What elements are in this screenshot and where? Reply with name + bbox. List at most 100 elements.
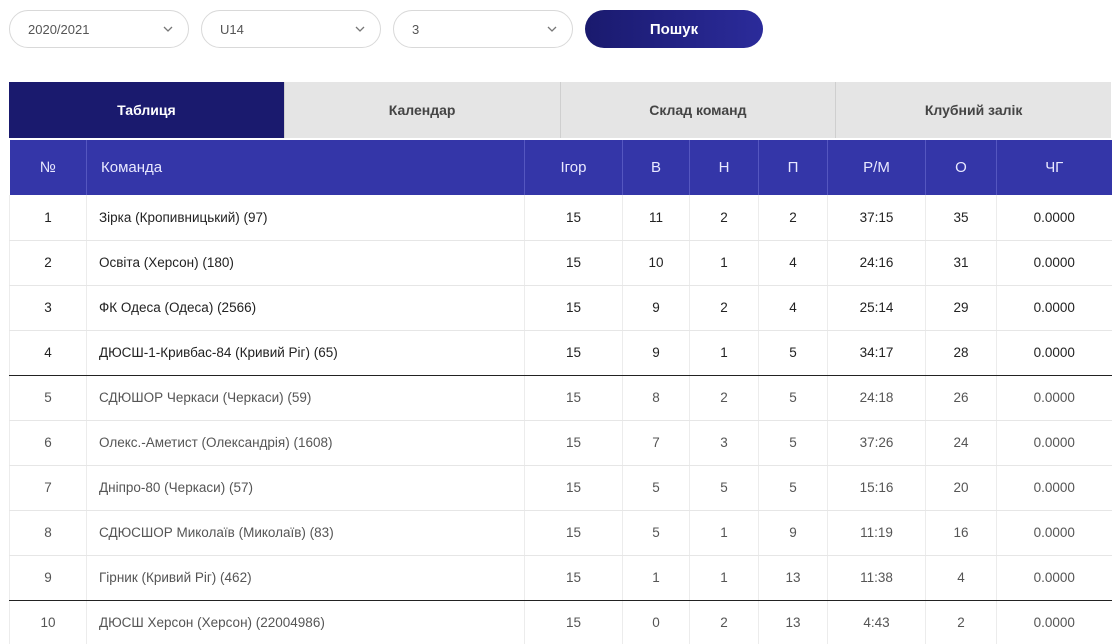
table-row: 9 Гірник (Кривий Ріг) (462) 15 1 1 13 11:38 4 0.…	[9, 555, 1112, 601]
cell-position: 1	[9, 195, 87, 241]
age-group-value: U14	[220, 21, 244, 37]
cell-goals: 25:14	[827, 285, 926, 331]
cell-points: 31	[925, 240, 997, 286]
col-coefficient[interactable]: ЧГ	[996, 140, 1112, 195]
table-row: 6 Олекс.-Аметист (Олександрія) (1608) 15 7 3…	[9, 420, 1112, 466]
cell-coefficient: 0.0000	[996, 420, 1112, 466]
cell-points: 24	[925, 420, 997, 466]
table-row: 1 Зірка (Кропивницький) (97) 15 11 2 2 37:15 35…	[9, 195, 1112, 241]
cell-goals: 4:43	[827, 600, 926, 644]
cell-losses: 4	[758, 240, 828, 286]
cell-team[interactable]: ДЮСШ-1-Кривбас-84 (Кривий Ріг) (65)	[86, 330, 525, 376]
cell-position: 7	[9, 465, 87, 511]
col-position[interactable]: №	[9, 140, 87, 195]
cell-games: 15	[524, 555, 623, 601]
cell-team[interactable]: СДЮСШОР Миколаїв (Миколаїв) (83)	[86, 510, 525, 556]
cell-losses: 4	[758, 285, 828, 331]
cell-losses: 5	[758, 375, 828, 421]
season-select[interactable]: 2020/2021	[9, 10, 189, 48]
cell-draws: 2	[689, 285, 759, 331]
cell-losses: 13	[758, 600, 828, 644]
cell-team[interactable]: ФК Одеса (Одеса) (2566)	[86, 285, 525, 331]
cell-position: 9	[9, 555, 87, 601]
cell-points: 35	[925, 195, 997, 241]
season-value: 2020/2021	[28, 21, 90, 37]
tab-calendar[interactable]: Календар	[283, 82, 560, 138]
cell-wins: 7	[622, 420, 690, 466]
cell-games: 15	[524, 420, 623, 466]
cell-losses: 5	[758, 420, 828, 466]
cell-wins: 8	[622, 375, 690, 421]
cell-coefficient: 0.0000	[996, 195, 1112, 241]
cell-points: 4	[925, 555, 997, 601]
col-losses[interactable]: П	[758, 140, 828, 195]
tab-bar: Таблиця Календар Склад команд Клубний за…	[9, 82, 1111, 138]
cell-position: 6	[9, 420, 87, 466]
league-select[interactable]: 3	[393, 10, 573, 48]
cell-games: 15	[524, 600, 623, 644]
cell-wins: 9	[622, 285, 690, 331]
search-button[interactable]: Пошук	[585, 10, 763, 48]
cell-position: 4	[9, 330, 87, 376]
cell-coefficient: 0.0000	[996, 600, 1112, 644]
col-goals[interactable]: Р/М	[827, 140, 926, 195]
table-row: 7 Дніпро-80 (Черкаси) (57) 15 5 5 5 15:16 20 0.0…	[9, 465, 1112, 511]
cell-draws: 1	[689, 510, 759, 556]
cell-coefficient: 0.0000	[996, 510, 1112, 556]
cell-coefficient: 0.0000	[996, 555, 1112, 601]
cell-team[interactable]: Гірник (Кривий Ріг) (462)	[86, 555, 525, 601]
tab-team-rosters[interactable]: Склад команд	[559, 82, 836, 138]
cell-games: 15	[524, 510, 623, 556]
cell-games: 15	[524, 465, 623, 511]
cell-position: 5	[9, 375, 87, 421]
age-group-select[interactable]: U14	[201, 10, 381, 48]
cell-wins: 10	[622, 240, 690, 286]
cell-draws: 1	[689, 555, 759, 601]
cell-goals: 24:18	[827, 375, 926, 421]
cell-losses: 5	[758, 465, 828, 511]
cell-draws: 5	[689, 465, 759, 511]
col-draws[interactable]: Н	[689, 140, 759, 195]
col-wins[interactable]: В	[622, 140, 690, 195]
standings-table: № Команда Ігор В Н П Р/М О ЧГ 1 Зірка (Кр…	[9, 140, 1112, 644]
cell-goals: 34:17	[827, 330, 926, 376]
cell-draws: 2	[689, 600, 759, 644]
cell-position: 8	[9, 510, 87, 556]
col-team[interactable]: Команда	[86, 140, 525, 195]
cell-losses: 9	[758, 510, 828, 556]
cell-team[interactable]: Зірка (Кропивницький) (97)	[86, 195, 525, 241]
tab-club-standings[interactable]: Клубний залік	[835, 82, 1111, 138]
cell-losses: 2	[758, 195, 828, 241]
cell-team[interactable]: Освіта (Херсон) (180)	[86, 240, 525, 286]
cell-draws: 2	[689, 375, 759, 421]
col-points[interactable]: О	[925, 140, 997, 195]
cell-coefficient: 0.0000	[996, 285, 1112, 331]
cell-games: 15	[524, 285, 623, 331]
cell-team[interactable]: Олекс.-Аметист (Олександрія) (1608)	[86, 420, 525, 466]
cell-position: 10	[9, 600, 87, 644]
cell-points: 16	[925, 510, 997, 556]
col-games[interactable]: Ігор	[524, 140, 623, 195]
cell-position: 2	[9, 240, 87, 286]
cell-goals: 11:38	[827, 555, 926, 601]
cell-points: 2	[925, 600, 997, 644]
cell-wins: 0	[622, 600, 690, 644]
cell-team[interactable]: ДЮСШ Херсон (Херсон) (22004986)	[86, 600, 525, 644]
cell-draws: 1	[689, 330, 759, 376]
table-row: 2 Освіта (Херсон) (180) 15 10 1 4 24:16 31 0.000…	[9, 240, 1112, 286]
tab-table[interactable]: Таблиця	[9, 82, 284, 138]
cell-team[interactable]: СДЮШОР Черкаси (Черкаси) (59)	[86, 375, 525, 421]
chevron-down-icon	[163, 26, 173, 32]
cell-goals: 11:19	[827, 510, 926, 556]
table-row: 8 СДЮСШОР Миколаїв (Миколаїв) (83) 15 5 1 9 11…	[9, 510, 1112, 556]
cell-draws: 1	[689, 240, 759, 286]
cell-team[interactable]: Дніпро-80 (Черкаси) (57)	[86, 465, 525, 511]
cell-coefficient: 0.0000	[996, 240, 1112, 286]
cell-wins: 5	[622, 510, 690, 556]
table-header-row: № Команда Ігор В Н П Р/М О ЧГ	[9, 140, 1112, 195]
cell-position: 3	[9, 285, 87, 331]
table-row: 5 СДЮШОР Черкаси (Черкаси) (59) 15 8 2 5 24:18…	[9, 375, 1112, 421]
cell-games: 15	[524, 375, 623, 421]
cell-games: 15	[524, 330, 623, 376]
cell-losses: 13	[758, 555, 828, 601]
